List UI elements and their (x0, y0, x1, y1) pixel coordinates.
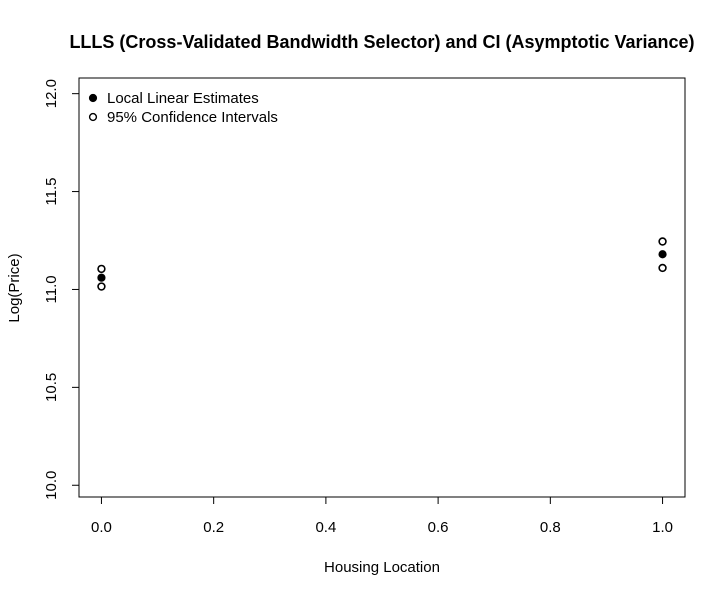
x-tick-label: 0.0 (91, 519, 112, 536)
ci-point (97, 264, 106, 274)
ci-point (658, 237, 667, 246)
x-tick-label: 0.6 (428, 519, 449, 536)
y-tick-label: 11.5 (43, 178, 60, 206)
y-axis: 10.0 10.5 11.0 11.5 12.0 (43, 79, 80, 500)
data-points (97, 237, 667, 291)
estimate-point (658, 250, 667, 259)
x-tick-label: 0.4 (315, 519, 336, 536)
y-tick-label: 10.0 (43, 471, 60, 500)
y-axis-label: Log(Price) (6, 253, 23, 322)
legend-label: Local Linear Estimates (107, 90, 259, 107)
x-tick-label: 1.0 (652, 519, 673, 536)
ci-point (97, 282, 106, 291)
legend-marker-filled (88, 93, 98, 103)
y-tick-label: 12.0 (43, 79, 60, 108)
x-axis: 0.0 0.2 0.4 0.6 0.8 1.0 (91, 496, 673, 536)
estimate-point (97, 273, 106, 282)
x-tick-label: 0.8 (540, 519, 561, 536)
legend-label: 95% Confidence Intervals (107, 109, 278, 126)
legend-marker-open (88, 112, 98, 122)
legend: Local Linear Estimates 95% Confidence Int… (88, 90, 278, 126)
y-tick-label: 10.5 (43, 373, 60, 402)
x-axis-label: Housing Location (324, 559, 440, 576)
chart-title: LLLS (Cross-Validated Bandwidth Selector… (69, 32, 694, 52)
plot-frame (78, 77, 686, 498)
x-tick-label: 0.2 (203, 519, 224, 536)
ci-point (658, 263, 667, 273)
y-tick-label: 11.0 (43, 275, 60, 303)
